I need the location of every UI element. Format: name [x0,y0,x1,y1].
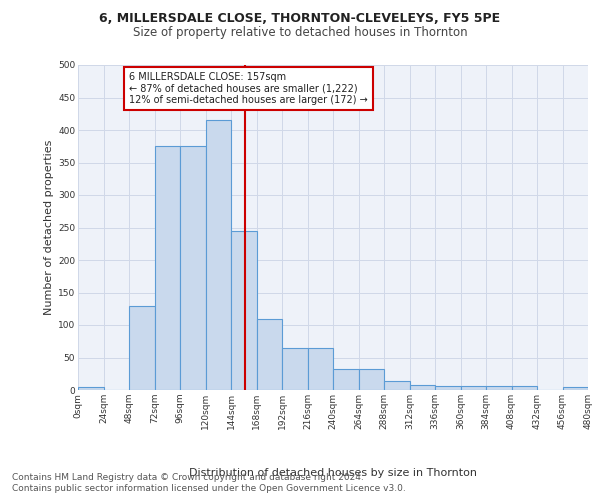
Bar [180,146,205,390]
Y-axis label: Number of detached properties: Number of detached properties [44,140,54,315]
Bar [129,306,155,390]
Bar [333,368,359,390]
Bar [486,386,511,390]
Text: Contains HM Land Registry data © Crown copyright and database right 2024.: Contains HM Land Registry data © Crown c… [12,472,364,482]
Bar [308,348,333,390]
Bar [511,386,537,390]
Bar [461,386,486,390]
Bar [409,386,435,390]
Bar [435,386,461,390]
Bar [563,387,588,390]
Text: Size of property relative to detached houses in Thornton: Size of property relative to detached ho… [133,26,467,39]
Bar [384,381,409,390]
Bar [205,120,231,390]
Bar [231,231,257,390]
Text: 6, MILLERSDALE CLOSE, THORNTON-CLEVELEYS, FY5 5PE: 6, MILLERSDALE CLOSE, THORNTON-CLEVELEYS… [100,12,500,26]
Bar [257,318,282,390]
Bar [282,348,308,390]
X-axis label: Distribution of detached houses by size in Thornton: Distribution of detached houses by size … [189,468,477,478]
Bar [78,387,104,390]
Text: Contains public sector information licensed under the Open Government Licence v3: Contains public sector information licen… [12,484,406,493]
Bar [155,146,180,390]
Bar [359,368,384,390]
Text: 6 MILLERSDALE CLOSE: 157sqm
← 87% of detached houses are smaller (1,222)
12% of : 6 MILLERSDALE CLOSE: 157sqm ← 87% of det… [129,72,368,104]
